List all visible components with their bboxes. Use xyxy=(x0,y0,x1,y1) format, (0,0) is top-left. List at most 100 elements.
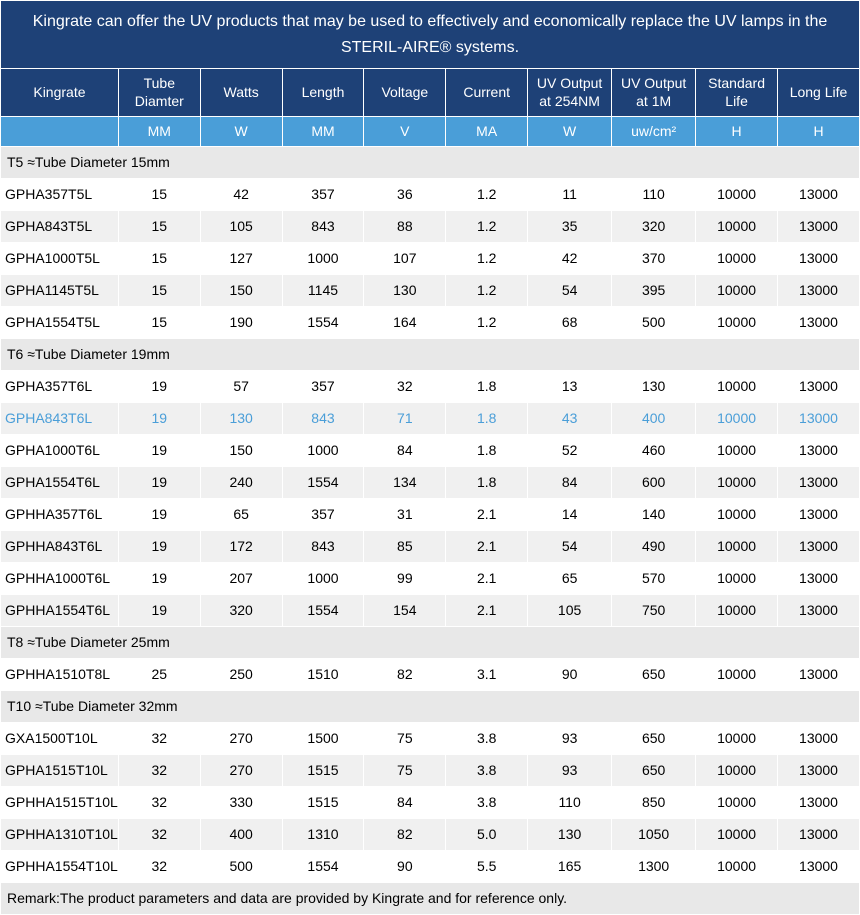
cell: 395 xyxy=(612,274,696,306)
cell: 1000 xyxy=(282,562,364,594)
cell: 13000 xyxy=(778,466,860,498)
cell: 130 xyxy=(200,402,282,434)
cell: GPHA357T5L xyxy=(1,178,119,210)
cell: 320 xyxy=(200,594,282,626)
section-label: T8 ≈Tube Diameter 25mm xyxy=(1,626,860,658)
cell: 19 xyxy=(118,498,200,530)
col-header-5: Current xyxy=(446,69,528,116)
cell: 850 xyxy=(612,786,696,818)
cell: GPHHA1554T6L xyxy=(1,594,119,626)
cell: 130 xyxy=(364,274,446,306)
col-header-8: Standard Life xyxy=(696,69,778,116)
cell: 330 xyxy=(200,786,282,818)
table-row: GPHA1554T6L1924015541341.884600100001300… xyxy=(1,466,860,498)
cell: 5.0 xyxy=(446,818,528,850)
cell: 54 xyxy=(528,274,612,306)
cell: 357 xyxy=(282,178,364,210)
cell: 1.2 xyxy=(446,274,528,306)
cell: 13000 xyxy=(778,658,860,690)
cell: 13000 xyxy=(778,370,860,402)
cell: 90 xyxy=(528,658,612,690)
cell: GXA1500T10L xyxy=(1,722,119,754)
cell: 1554 xyxy=(282,594,364,626)
cell: 650 xyxy=(612,658,696,690)
units-row: MMWMMVMAWuw/cm²HH xyxy=(1,116,860,146)
product-table: Kingrate can offer the UV products that … xyxy=(0,0,860,915)
cell: 32 xyxy=(118,786,200,818)
table-row: GPHHA1310T10L324001310825.01301050100001… xyxy=(1,818,860,850)
header-row: KingrateTube DiamterWattsLengthVoltageCu… xyxy=(1,69,860,116)
cell: GPHHA1554T10L xyxy=(1,850,119,882)
section-row: T8 ≈Tube Diameter 25mm xyxy=(1,626,860,658)
remark-text: Remark:The product parameters and data a… xyxy=(1,882,860,914)
cell: 31 xyxy=(364,498,446,530)
cell: 750 xyxy=(612,594,696,626)
cell: 14 xyxy=(528,498,612,530)
cell: 10000 xyxy=(696,818,778,850)
cell: 1.8 xyxy=(446,370,528,402)
cell: 13000 xyxy=(778,562,860,594)
col-unit-7: uw/cm² xyxy=(612,116,696,146)
cell: 5.5 xyxy=(446,850,528,882)
cell: 85 xyxy=(364,530,446,562)
cell: 13000 xyxy=(778,722,860,754)
cell: 1.2 xyxy=(446,210,528,242)
cell: 15 xyxy=(118,306,200,338)
cell: 65 xyxy=(528,562,612,594)
cell: 36 xyxy=(364,178,446,210)
cell: 2.1 xyxy=(446,562,528,594)
cell: GPHA1554T5L xyxy=(1,306,119,338)
table-row: GPHHA843T6L19172843852.1544901000013000 xyxy=(1,530,860,562)
cell: 93 xyxy=(528,722,612,754)
cell: 1.2 xyxy=(446,242,528,274)
cell: 10000 xyxy=(696,242,778,274)
cell: 1554 xyxy=(282,306,364,338)
cell: 10000 xyxy=(696,498,778,530)
cell: 10000 xyxy=(696,658,778,690)
cell: 10000 xyxy=(696,402,778,434)
table-row: GPHA1554T5L1519015541641.268500100001300… xyxy=(1,306,860,338)
cell: 57 xyxy=(200,370,282,402)
cell: 90 xyxy=(364,850,446,882)
cell: 165 xyxy=(528,850,612,882)
cell: 13000 xyxy=(778,786,860,818)
cell: 250 xyxy=(200,658,282,690)
cell: 2.1 xyxy=(446,498,528,530)
table-row: GPHHA1510T8L252501510823.190650100001300… xyxy=(1,658,860,690)
table-row: GPHA357T5L1542357361.2111101000013000 xyxy=(1,178,860,210)
cell: 843 xyxy=(282,530,364,562)
cell: 357 xyxy=(282,370,364,402)
cell: 32 xyxy=(118,722,200,754)
cell: 42 xyxy=(200,178,282,210)
cell: 13 xyxy=(528,370,612,402)
cell: 19 xyxy=(118,402,200,434)
cell: 400 xyxy=(200,818,282,850)
cell: 1310 xyxy=(282,818,364,850)
cell: 13000 xyxy=(778,306,860,338)
cell: 13000 xyxy=(778,850,860,882)
cell: 1000 xyxy=(282,434,364,466)
cell: 82 xyxy=(364,658,446,690)
cell: 1300 xyxy=(612,850,696,882)
col-header-4: Voltage xyxy=(364,69,446,116)
table-row: GPHHA1554T6L1932015541542.11057501000013… xyxy=(1,594,860,626)
cell: 13000 xyxy=(778,754,860,786)
cell: 10000 xyxy=(696,434,778,466)
cell: 52 xyxy=(528,434,612,466)
table-row: GPHA843T5L15105843881.2353201000013000 xyxy=(1,210,860,242)
col-header-9: Long Life xyxy=(778,69,860,116)
cell: 82 xyxy=(364,818,446,850)
col-unit-2: W xyxy=(200,116,282,146)
cell: GPHA1554T6L xyxy=(1,466,119,498)
section-label: T6 ≈Tube Diameter 19mm xyxy=(1,338,860,370)
col-header-2: Watts xyxy=(200,69,282,116)
cell: 75 xyxy=(364,754,446,786)
table-row: GPHA357T6L1957357321.8131301000013000 xyxy=(1,370,860,402)
cell: 93 xyxy=(528,754,612,786)
col-header-1: Tube Diamter xyxy=(118,69,200,116)
cell: GPHA843T6L xyxy=(1,402,119,434)
cell: 105 xyxy=(200,210,282,242)
section-row: T6 ≈Tube Diameter 19mm xyxy=(1,338,860,370)
table-row: GPHA1145T5L1515011451301.254395100001300… xyxy=(1,274,860,306)
cell: GPHA1515T10L xyxy=(1,754,119,786)
